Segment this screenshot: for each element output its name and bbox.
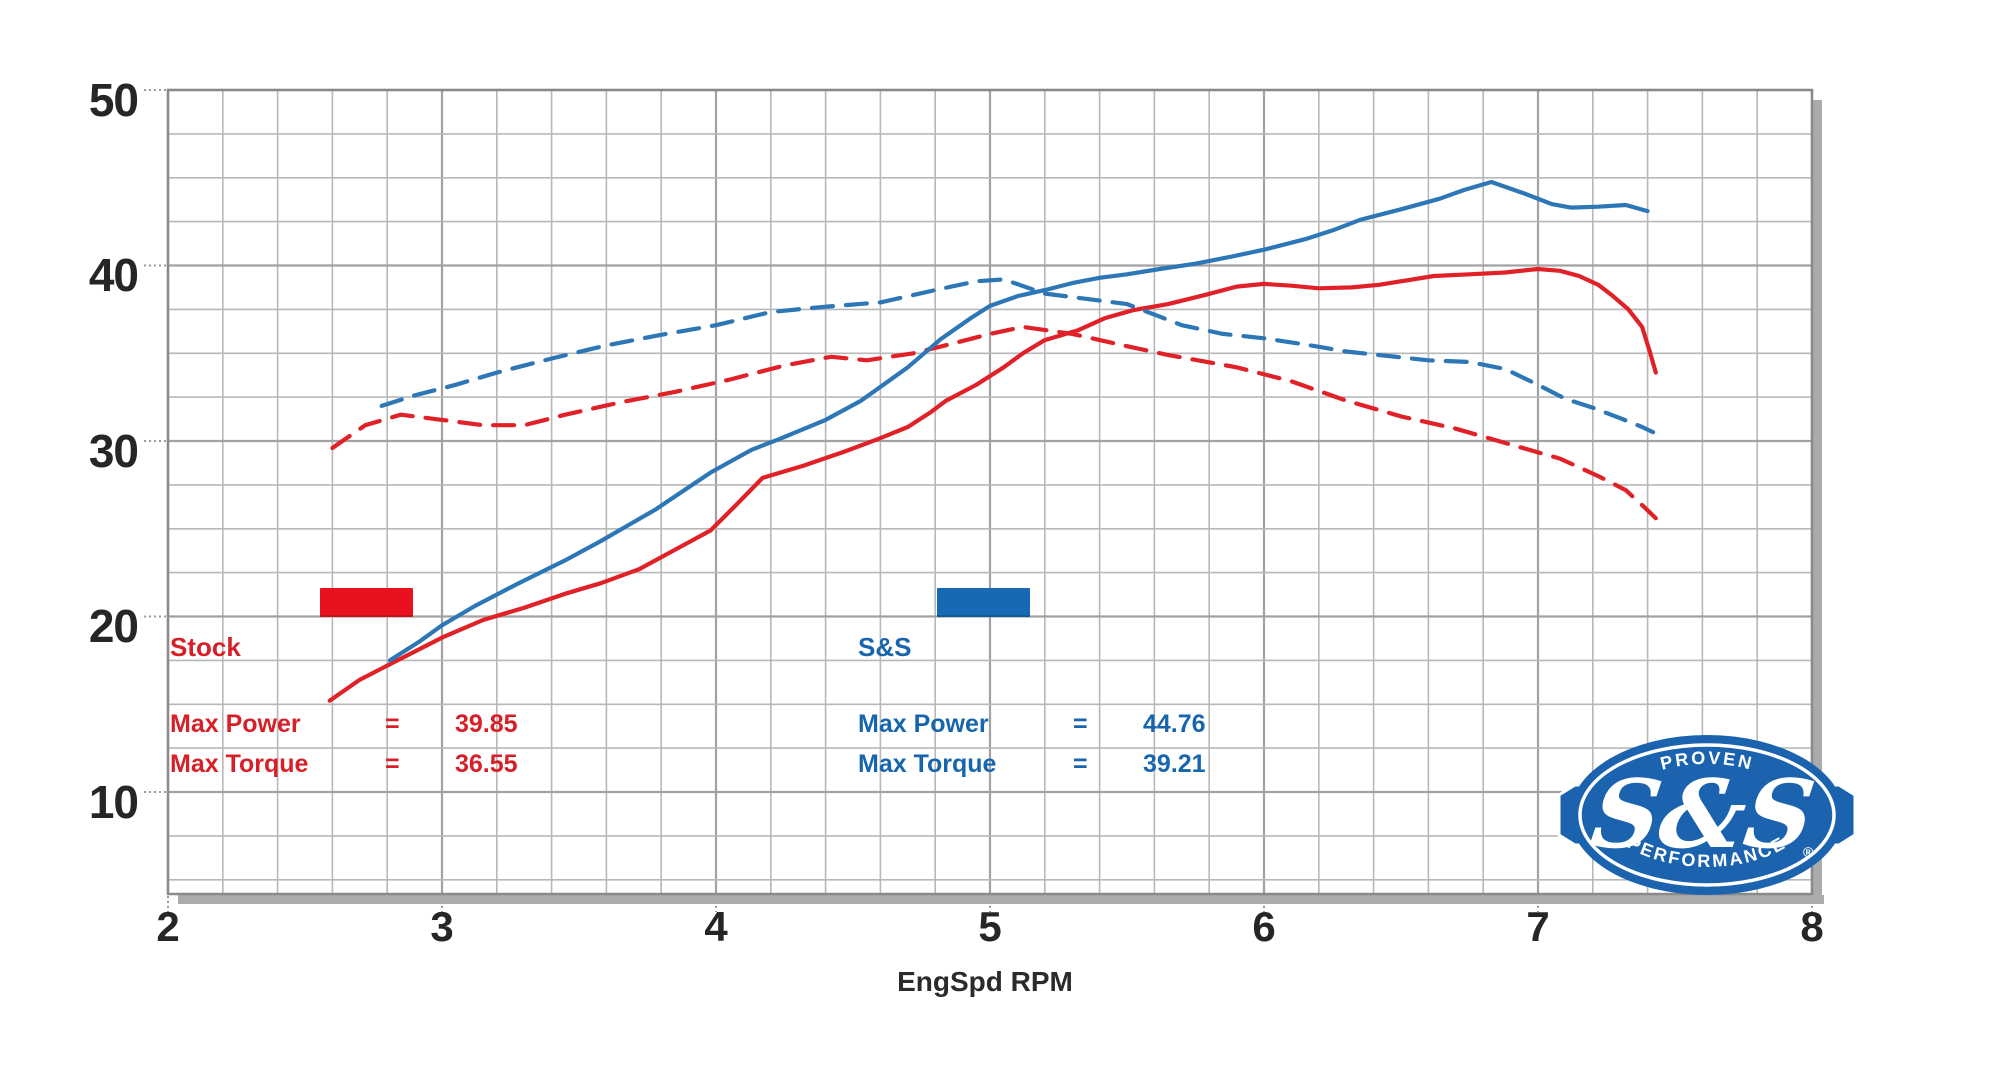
stock-max-torque-row: Max Torque = 36.55 [170,750,565,779]
x-tick-3: 3 [430,903,454,950]
y-tick-40: 40 [88,249,139,301]
ss-max-power-row: Max Power = 44.76 [858,710,1253,739]
y-tick-50: 50 [88,74,139,126]
stock-legend-name: Stock [170,632,241,662]
frame-shadow-right [1813,100,1822,904]
s-s-power-curve [387,179,1650,663]
logo-registered-mark: ® [1803,844,1814,860]
ss-color-swatch [937,588,1030,617]
x-axis-title: EngSpd RPM [897,966,1073,997]
plot-shadow [178,100,1824,904]
ss-max-torque-label: Max Torque [858,750,997,778]
ss-max-torque-row: Max Torque = 39.21 [858,750,1253,779]
ss-legend-name: S&S [858,632,912,662]
ss-max-torque-equals: = [1073,750,1088,778]
stock-max-power-label: Max Power [170,710,301,738]
x-tick-2: 2 [156,903,180,950]
y-tick-30: 30 [88,425,139,477]
stock-power-curve [327,266,1658,703]
ss-max-power-label: Max Power [858,710,989,738]
ss-logo: PROVEN PERFORMANCE S&S ® [1557,735,1857,895]
logo-inner-ring [1578,743,1836,887]
stock-max-power-value: 39.85 [455,710,518,738]
stock-max-torque-equals: = [385,750,400,778]
ss-max-torque-value: 39.21 [1143,750,1206,778]
ss-max-power-equals: = [1073,710,1088,738]
stock-torque-curve [330,324,1658,521]
s-s-torque-curve [379,277,1656,435]
stock-max-torque-value: 36.55 [455,750,518,778]
x-tick-6: 6 [1252,903,1276,950]
stock-max-power-equals: = [385,710,400,738]
plot-border [166,88,1814,896]
logo-ss-script: S&S [1585,759,1821,869]
x-tick-7: 7 [1526,903,1550,950]
curves [327,179,1658,703]
stock-max-torque-label: Max Torque [170,750,309,778]
ss-max-power-value: 44.76 [1143,710,1206,738]
stock-max-power-row: Max Power = 39.85 [170,710,565,739]
plot-frame [166,88,1814,896]
frame-shadow-bottom [178,895,1824,904]
y-tick-10: 10 [88,776,139,828]
x-tick-4: 4 [704,903,728,950]
grid [144,88,1814,912]
y-tick-20: 20 [88,600,139,652]
x-tick-5: 5 [978,903,1002,950]
stock-color-swatch [320,588,413,617]
x-tick-8: 8 [1800,903,1824,950]
